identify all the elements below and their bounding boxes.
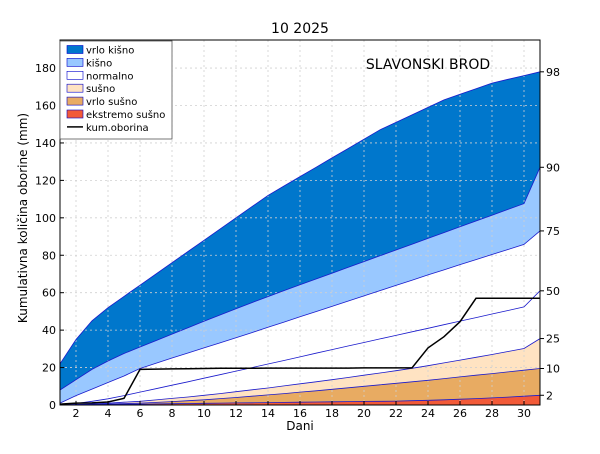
- percentile-curve-75: [59, 230, 541, 404]
- chart-title: 10 2025: [271, 21, 329, 37]
- right-tick-label: 75: [546, 225, 560, 238]
- right-tick-label: 2: [546, 389, 553, 402]
- legend-swatch: [66, 109, 84, 119]
- x-tick-label: 24: [421, 407, 435, 420]
- y-tick-label: 80: [42, 249, 56, 262]
- x-tick-label: 2: [73, 407, 80, 420]
- legend-label: sušno: [86, 83, 115, 95]
- right-tick-label: 10: [546, 363, 560, 376]
- y-tick-label: 160: [35, 100, 56, 113]
- right-tick-label: 50: [546, 285, 560, 298]
- x-tick-label: 18: [325, 407, 339, 420]
- right-tick-label: 90: [546, 161, 560, 174]
- percentile-curve-98: [59, 71, 541, 365]
- y-tick-label: 140: [35, 137, 56, 150]
- band-vrlo-sušno: [60, 368, 540, 405]
- x-tick-label: 8: [169, 407, 176, 420]
- data-series: [59, 297, 540, 405]
- legend-swatch: [66, 71, 84, 80]
- x-tick-label: 20: [357, 407, 371, 420]
- legend-label: normalno: [86, 71, 134, 82]
- y-axis-label: Kumulativna količina oborine (mm): [16, 113, 30, 323]
- legend-label: kum.oborina: [86, 123, 149, 134]
- y-tick-label: 100: [35, 212, 56, 225]
- y-tick-label: 60: [42, 287, 56, 300]
- y-tick-label: 20: [42, 362, 56, 375]
- x-tick-label: 14: [261, 407, 275, 420]
- right-tick-label: 25: [546, 333, 560, 346]
- x-tick-label: 28: [485, 407, 499, 420]
- y-tick-label: 120: [35, 174, 56, 187]
- right-tick-label: 98: [546, 66, 560, 79]
- x-tick-label: 12: [229, 407, 243, 420]
- legend-label: ekstremo sušno: [86, 109, 165, 121]
- series-line-kum-oborina: [59, 297, 540, 405]
- x-tick-label: 30: [517, 407, 531, 420]
- legend-swatch: [66, 45, 84, 54]
- legend-label: vrlo sušno: [86, 96, 137, 108]
- x-axis-ticks: 2 4 6 8 10 12 14 16 18 20 22 24 26 28 30: [73, 401, 531, 420]
- x-tick-label: 22: [389, 407, 403, 420]
- x-tick-label: 4: [105, 407, 112, 420]
- x-tick-label: 16: [293, 407, 307, 420]
- x-axis-label: Dani: [286, 419, 314, 433]
- y-tick-label: 0: [49, 399, 56, 412]
- x-tick-label: 10: [197, 407, 211, 420]
- percentile-curve-90: [59, 167, 541, 391]
- legend-swatch: [66, 58, 84, 67]
- legend-label: vrlo kišno: [86, 45, 134, 57]
- band-normalno: [60, 230, 540, 405]
- right-axis-percentile-labels: 98 90 75 50 25 10 2: [540, 66, 560, 402]
- legend-label: kišno: [86, 57, 112, 69]
- station-annotation: SLAVONSKI BROD: [366, 57, 490, 73]
- y-tick-label: 180: [35, 62, 56, 75]
- x-tick-label: 6: [137, 407, 144, 420]
- legend-swatch: [66, 96, 84, 106]
- band-ekstremo-sušno: [60, 395, 540, 405]
- y-tick-label: 40: [42, 324, 56, 337]
- y-axis-ticks: 0 20 40 60 80 100 120 140 160 180: [35, 62, 64, 412]
- x-tick-label: 26: [453, 407, 467, 420]
- legend-swatch: [66, 83, 84, 93]
